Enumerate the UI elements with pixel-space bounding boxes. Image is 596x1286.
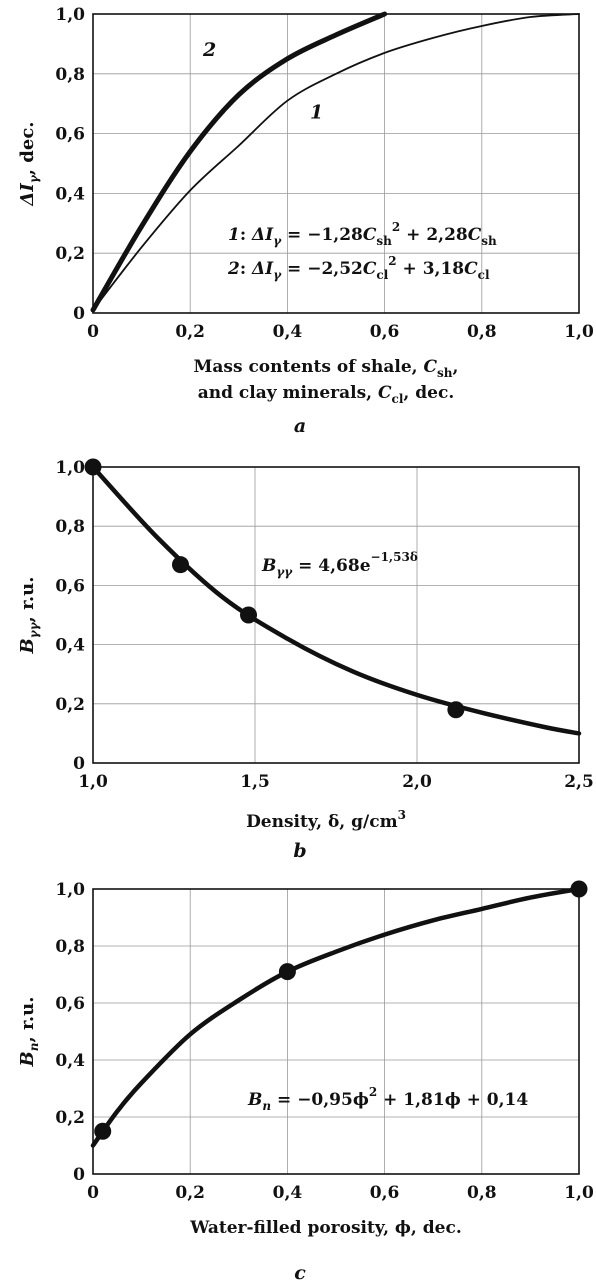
x-axis-label: Water-filled porosity, ϕ, dec. xyxy=(189,1218,462,1238)
x-tick-label: 0,4 xyxy=(273,322,303,342)
x-tick-label: 0 xyxy=(87,322,99,342)
chart-a: 0 0,2 0,4 0,6 0,8 1,0 0 0,2 0,4 0,6 0,8 1,0 ΔIγ, dec… xyxy=(17,5,594,437)
equation: Bγγ = 4,68e−1,53δ xyxy=(261,550,418,579)
data-point xyxy=(447,701,465,719)
y-tick-label: 0,4 xyxy=(55,1051,85,1071)
panel-label: c xyxy=(294,1262,306,1284)
y-tick-label: 0,8 xyxy=(55,937,85,957)
x-tick-label: 0,4 xyxy=(273,1183,303,1203)
panel-label: a xyxy=(294,415,306,437)
data-point xyxy=(94,1122,112,1140)
y-tick-label: 0,2 xyxy=(55,1108,85,1128)
series-line-2 xyxy=(90,11,388,313)
y-axis-label: Bγγ, r.u. xyxy=(17,576,41,654)
x-tick-label: 1,0 xyxy=(564,322,594,342)
x-axis-label: Mass contents of shale, Csh, xyxy=(194,357,459,380)
y-tick-label: 0,6 xyxy=(55,994,85,1014)
plot-frame xyxy=(92,888,580,1175)
y-tick-label: 0,6 xyxy=(55,125,85,145)
chart-b: 1,0 1,5 2,0 2,5 0 0,2 0,4 0,6 0,8 1,0 Bγγ, r.u. Bγγ… xyxy=(17,458,594,860)
x-tick-label: 1,0 xyxy=(78,772,108,792)
plot-frame xyxy=(92,13,580,314)
y-axis-label: Bn, r.u. xyxy=(17,997,41,1068)
x-tick-label: 0,2 xyxy=(175,322,205,342)
data-point xyxy=(570,880,588,898)
y-tick-label: 0,2 xyxy=(55,244,85,264)
y-axis-label: ΔIγ, dec. xyxy=(17,121,41,206)
y-tick-label: 0 xyxy=(73,1165,85,1185)
panel-label: b xyxy=(293,840,306,860)
equation: Bn = −0,95ϕ2 + 1,81ϕ + 0,14 xyxy=(247,1085,528,1113)
data-point xyxy=(278,963,296,981)
y-tick-label: 0 xyxy=(73,754,85,774)
y-tick-label: 0 xyxy=(73,304,85,324)
x-tick-label: 0,2 xyxy=(175,1183,205,1203)
fit-curve xyxy=(90,464,582,736)
x-tick-label: 0,8 xyxy=(467,1183,497,1203)
x-tick-label: 0,8 xyxy=(467,322,497,342)
series-line-1 xyxy=(92,13,580,311)
plot-frame xyxy=(92,466,580,764)
x-tick-label: 0,6 xyxy=(370,322,400,342)
x-tick-label: 2,0 xyxy=(402,772,432,792)
chart-c: 0 0,2 0,4 0,6 0,8 1,0 0 0,2 0,4 0,6 0,8 1,0 Bn, r.u.… xyxy=(17,880,594,1284)
fit-curve xyxy=(90,886,582,1148)
y-tick-label: 0,8 xyxy=(55,65,85,85)
y-tick-label: 0,4 xyxy=(55,184,85,204)
y-tick-label: 1,0 xyxy=(55,5,85,25)
equation-2: 2: ΔIγ = −2,52Ccl2 + 3,18Ccl xyxy=(227,254,490,282)
series-label-2: 2 xyxy=(202,39,216,61)
y-tick-label: 1,0 xyxy=(55,458,85,478)
y-tick-label: 0,2 xyxy=(55,695,85,715)
data-point xyxy=(240,606,258,624)
x-tick-label: 0 xyxy=(87,1183,99,1203)
y-tick-label: 0,4 xyxy=(55,636,85,656)
x-axis-label: and clay minerals, Ccl, dec. xyxy=(198,383,454,406)
x-tick-label: 1,5 xyxy=(240,772,270,792)
x-axis-label: Density, δ, g/cm3 xyxy=(246,808,406,832)
data-point xyxy=(84,458,102,476)
x-tick-label: 0,6 xyxy=(370,1183,400,1203)
y-tick-label: 1,0 xyxy=(55,880,85,900)
data-point xyxy=(171,556,189,574)
equation-1: 1: ΔIγ = −1,28Csh2 + 2,28Csh xyxy=(228,220,497,248)
series-label-1: 1 xyxy=(310,102,323,124)
y-tick-label: 0,8 xyxy=(55,517,85,537)
x-tick-label: 2,5 xyxy=(564,772,594,792)
x-tick-label: 1,0 xyxy=(564,1183,594,1203)
y-tick-label: 0,6 xyxy=(55,576,85,596)
